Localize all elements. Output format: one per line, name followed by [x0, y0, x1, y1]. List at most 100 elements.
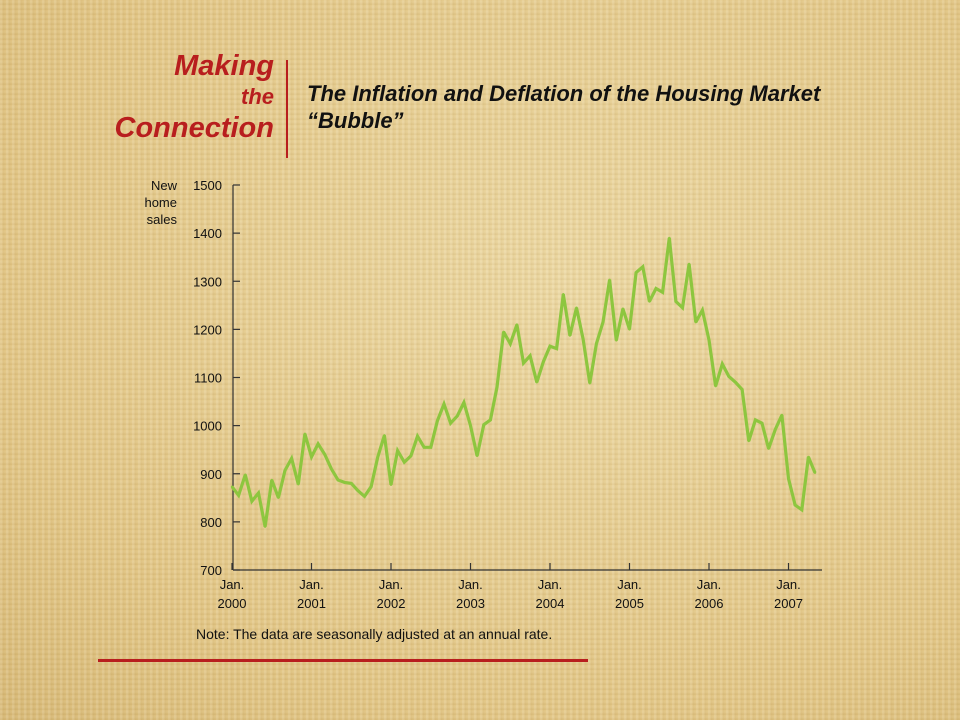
x-tick-label-year: 2006 — [695, 596, 724, 611]
data-point — [721, 362, 724, 366]
data-point — [793, 503, 797, 507]
x-tick-label-month: Jan. — [697, 577, 722, 592]
data-point — [389, 483, 393, 486]
y-tick-label: 800 — [200, 515, 222, 530]
y-tick-label: 1500 — [193, 178, 222, 193]
data-point — [250, 500, 254, 503]
data-point — [409, 454, 413, 458]
data-point — [548, 345, 552, 348]
data-point — [283, 469, 287, 472]
data-point — [323, 453, 326, 456]
data-point — [310, 455, 313, 459]
x-tick-label-year: 2005 — [615, 596, 644, 611]
data-point — [687, 262, 691, 266]
y-tick-label: 1300 — [193, 274, 222, 289]
data-point — [800, 508, 803, 511]
new-home-sales-line — [230, 237, 817, 528]
y-tick-label: 1400 — [193, 226, 222, 241]
data-point — [528, 354, 532, 357]
data-point — [422, 446, 426, 449]
data-point — [475, 454, 479, 458]
brand-making: Making — [174, 50, 274, 82]
data-point — [270, 478, 273, 482]
data-point — [449, 422, 452, 425]
data-point — [330, 467, 333, 471]
data-point — [376, 455, 379, 459]
x-tick-label-month: Jan. — [617, 577, 642, 592]
data-point — [641, 265, 644, 268]
x-tick-label-year: 2003 — [456, 596, 485, 611]
data-point — [356, 489, 360, 492]
data-point — [383, 434, 386, 437]
brand-the: the — [241, 84, 274, 109]
y-axis-label-line: home — [144, 195, 177, 210]
data-point — [456, 414, 459, 418]
data-point — [462, 401, 466, 404]
data-point — [369, 485, 373, 488]
data-point — [588, 382, 591, 385]
data-point — [668, 236, 671, 240]
data-point — [290, 457, 293, 460]
data-point — [648, 300, 651, 303]
data-point — [350, 482, 353, 485]
y-tick-label: 1200 — [193, 322, 222, 337]
x-tick-label-month: Jan. — [776, 577, 801, 592]
data-point — [336, 478, 340, 482]
data-point — [568, 334, 572, 337]
y-axis-label: New home sales — [144, 178, 177, 227]
x-tick-label-year: 2007 — [774, 596, 803, 611]
data-point — [760, 422, 764, 425]
x-tick-label-month: Jan. — [299, 577, 324, 592]
data-point — [542, 360, 545, 363]
data-point — [754, 418, 757, 422]
data-point — [694, 321, 697, 324]
x-tick-label-month: Jan. — [458, 577, 483, 592]
brand-connection: Connection — [114, 112, 275, 144]
x-tick-label-year: 2001 — [297, 596, 326, 611]
data-point — [601, 321, 605, 324]
data-point — [628, 328, 631, 331]
data-point — [396, 449, 399, 452]
y-tick-label: 1000 — [193, 419, 222, 434]
y-axis: 1500 1400 1300 1200 1100 1000 900 800 700 — [193, 178, 240, 578]
data-point — [747, 439, 750, 443]
y-tick-label: 1100 — [194, 371, 222, 386]
data-point — [316, 442, 320, 446]
data-point — [522, 361, 525, 365]
data-point — [701, 308, 704, 312]
x-tick-label-year: 2004 — [536, 596, 565, 611]
data-point — [581, 337, 585, 341]
data-point — [442, 402, 446, 406]
data-point — [595, 342, 598, 345]
data-point — [707, 338, 711, 342]
data-point — [674, 300, 678, 303]
data-point — [615, 339, 618, 342]
data-point — [343, 481, 346, 484]
data-point — [509, 342, 512, 345]
data-point — [469, 424, 472, 427]
data-point — [807, 455, 810, 459]
making-the-connection-logo: Making the Connection — [115, 52, 275, 143]
data-point — [562, 293, 565, 296]
x-axis: Jan. 2000 Jan. 2001 Jan. 2002 Jan. 2003 Jan. 2004… — [218, 563, 822, 611]
data-point — [495, 385, 499, 389]
y-axis-label-line: New — [151, 178, 178, 193]
page-title: The Inflation and Deflation of the Housi… — [307, 81, 821, 133]
data-point — [661, 291, 664, 294]
data-point — [787, 477, 790, 480]
x-tick-label-year: 2000 — [218, 596, 247, 611]
brand-divider — [286, 60, 288, 158]
data-point — [436, 419, 439, 422]
y-tick-label: 900 — [200, 467, 222, 482]
data-point — [416, 435, 419, 438]
data-point — [740, 388, 744, 391]
data-point — [237, 494, 240, 497]
x-tick-label-month: Jan. — [220, 577, 245, 592]
x-tick-label-month: Jan. — [538, 577, 563, 592]
data-point — [767, 447, 770, 450]
data-point — [608, 278, 611, 281]
data-point — [303, 432, 307, 435]
data-point — [535, 381, 538, 384]
series-layer — [230, 236, 817, 528]
